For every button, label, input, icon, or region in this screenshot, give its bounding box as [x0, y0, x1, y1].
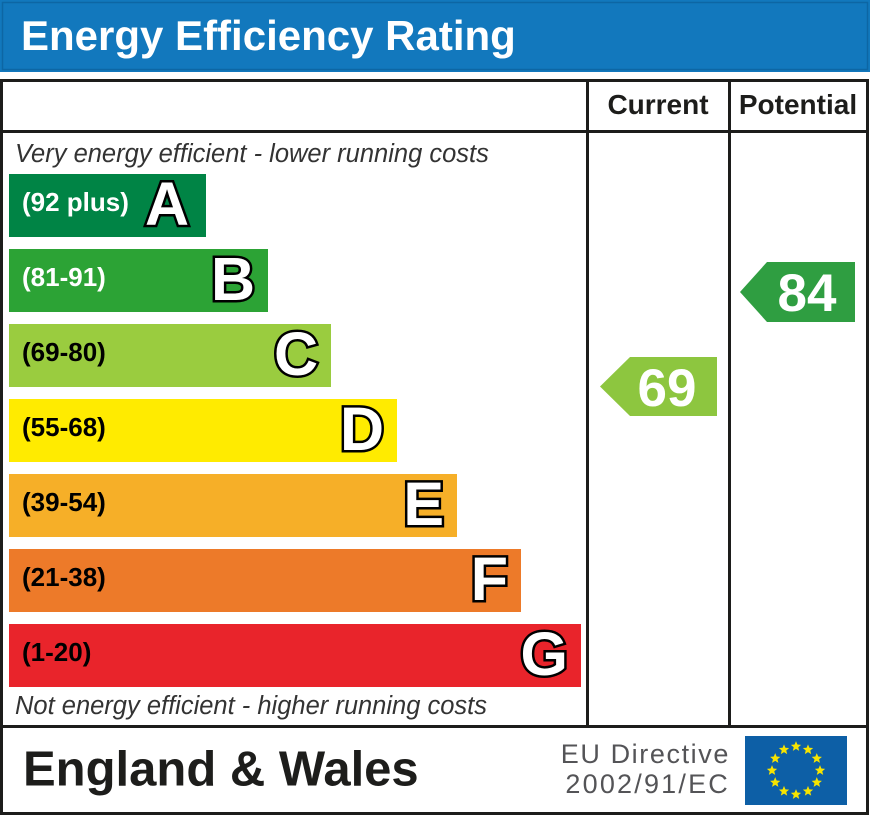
svg-text:Current: Current: [607, 89, 708, 120]
svg-text:2002/91/EC: 2002/91/EC: [565, 769, 730, 799]
svg-text:Very energy efficient - lower: Very energy efficient - lower running co…: [15, 140, 489, 168]
svg-text:Not energy efficient - higher: Not energy efficient - higher running co…: [15, 692, 487, 720]
svg-text:(21-38): (21-38): [22, 562, 106, 592]
svg-text:E: E: [403, 470, 444, 538]
svg-text:84: 84: [778, 264, 837, 323]
svg-text:EU Directive: EU Directive: [561, 739, 730, 769]
svg-text:(55-68): (55-68): [22, 412, 106, 442]
svg-text:C: C: [274, 320, 318, 388]
svg-text:Energy Efficiency Rating: Energy Efficiency Rating: [21, 12, 516, 59]
svg-text:(81-91): (81-91): [22, 262, 106, 292]
svg-text:Potential: Potential: [739, 89, 857, 120]
svg-text:(1-20): (1-20): [22, 637, 91, 667]
svg-text:(69-80): (69-80): [22, 337, 106, 367]
svg-text:69: 69: [638, 359, 697, 418]
svg-text:(39-54): (39-54): [22, 487, 106, 517]
svg-text:A: A: [145, 170, 189, 238]
svg-text:(92 plus): (92 plus): [22, 187, 129, 217]
svg-text:England & Wales: England & Wales: [23, 743, 419, 797]
svg-text:G: G: [521, 620, 568, 688]
svg-text:D: D: [340, 395, 384, 463]
svg-text:B: B: [211, 245, 255, 313]
svg-text:F: F: [471, 545, 508, 613]
